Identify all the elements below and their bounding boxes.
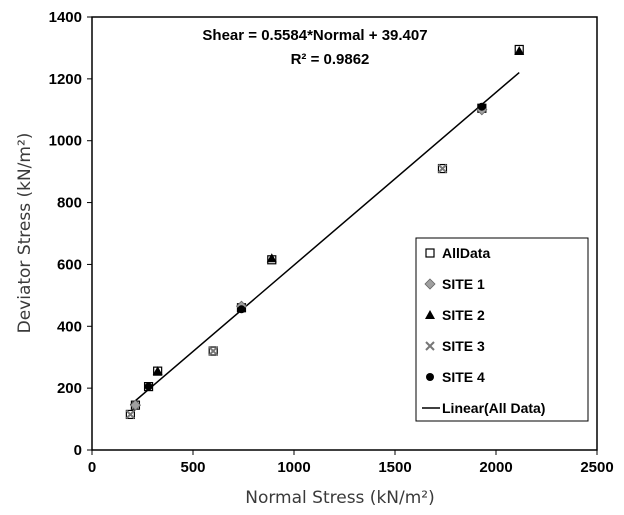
trendline	[129, 71, 520, 406]
data-point-series-1	[437, 163, 448, 174]
y-tick-label: 1200	[49, 71, 82, 88]
equation-label: Shear = 0.5584*Normal + 39.407	[202, 27, 427, 44]
data-point-series-5	[144, 382, 153, 391]
x-tick-label: 1500	[378, 459, 411, 476]
legend-label: SITE 1	[442, 276, 485, 292]
y-tick-label: 1000	[49, 133, 82, 150]
legend-box	[415, 237, 589, 422]
y-tick-label: 800	[57, 195, 82, 212]
y-axis-label: Deviator Stress (kN/m²)	[15, 133, 35, 334]
legend-marker	[425, 341, 435, 351]
x-tick-label: 2000	[479, 459, 512, 476]
y-tick-label: 400	[57, 318, 82, 335]
x-tick-label: 0	[88, 459, 96, 476]
data-point-series-3	[514, 46, 525, 56]
data-point-series-2	[129, 399, 141, 411]
x-axis-label: Normal Stress (kN/m²)	[245, 488, 435, 508]
legend-marker	[425, 248, 435, 258]
x-tick-label: 500	[180, 459, 205, 476]
legend-label: Linear(All Data)	[442, 400, 545, 416]
data-point-series-1	[125, 409, 135, 420]
x-tick-label: 2500	[580, 459, 613, 476]
data-point-series-5	[477, 102, 486, 111]
legend-marker	[425, 310, 435, 319]
legend-label: AllData	[442, 245, 490, 261]
legend-label: SITE 3	[442, 338, 485, 354]
r-squared-label: R² = 0.9862	[291, 51, 370, 68]
legend: AllData SITE 1 SITE 2 SITE 3 SITE 4 Linear(Al…	[415, 237, 589, 422]
data-point-series-3	[266, 253, 277, 263]
data-point-series-4	[125, 409, 136, 420]
data-point-series-1	[208, 346, 218, 356]
legend-label: SITE 2	[442, 307, 485, 323]
y-tick-label: 600	[57, 256, 82, 273]
legend-marker	[424, 278, 436, 290]
legend-marker	[426, 373, 434, 381]
y-tick-label: 0	[74, 442, 82, 459]
data-point-series-4	[437, 163, 448, 174]
y-tick-label: 1400	[49, 9, 82, 26]
y-tick-label: 200	[57, 380, 82, 397]
data-point-series-4	[208, 346, 218, 356]
legend-label: SITE 4	[442, 369, 485, 385]
data-point-series-3	[152, 366, 163, 376]
data-point-series-5	[237, 305, 246, 314]
x-tick-label: 1000	[277, 459, 310, 476]
